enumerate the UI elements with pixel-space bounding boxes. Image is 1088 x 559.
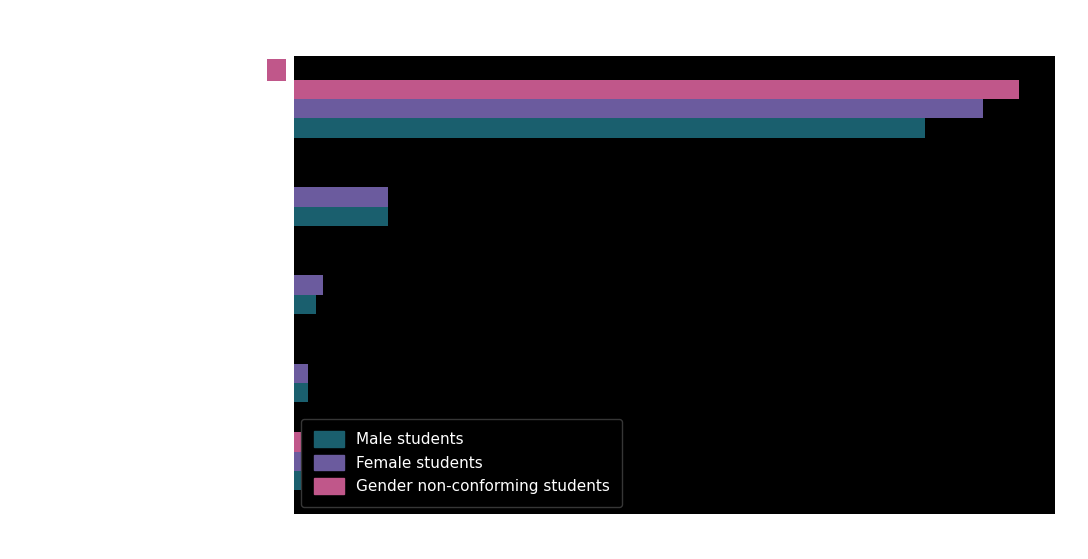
Bar	[294, 119, 925, 138]
Bar	[294, 276, 323, 295]
Bar	[294, 99, 982, 119]
Bar	[294, 207, 388, 226]
Bar	[294, 295, 316, 314]
Bar	[294, 383, 308, 402]
Bar	[294, 452, 301, 471]
Bar	[294, 432, 301, 452]
Bar	[294, 187, 388, 207]
Bar	[294, 471, 301, 490]
Bar	[294, 80, 1019, 99]
Bar	[294, 363, 308, 383]
Legend: Male students, Female students, Gender non-conforming students: Male students, Female students, Gender n…	[301, 419, 622, 506]
